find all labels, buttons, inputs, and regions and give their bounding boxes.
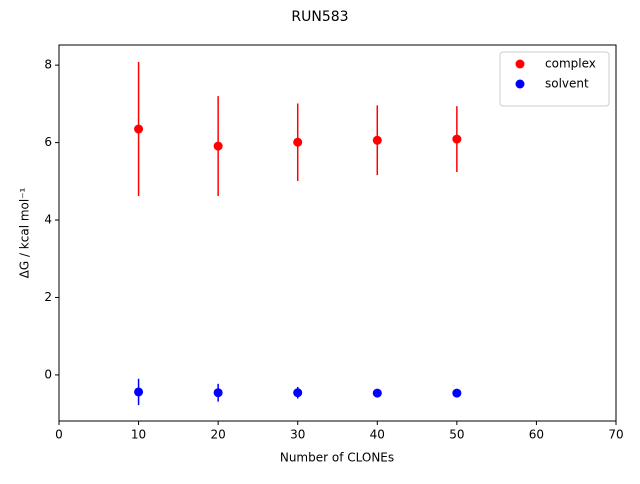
x-tick-label: 60 — [529, 428, 544, 442]
legend-marker — [515, 59, 525, 69]
point — [293, 388, 303, 398]
legend-label: complex — [545, 57, 596, 71]
x-tick-label: 30 — [290, 428, 305, 442]
chart-title: RUN583 — [291, 9, 348, 25]
legend-box — [499, 51, 610, 107]
point — [213, 141, 223, 151]
legend-label: solvent — [545, 77, 589, 91]
point — [372, 388, 382, 398]
y-tick-label: 2 — [44, 290, 52, 304]
point — [134, 387, 144, 397]
y-axis-label: ΔG / kcal mol⁻¹ — [18, 187, 32, 278]
point — [293, 137, 303, 147]
point — [452, 388, 462, 398]
y-tick-label: 8 — [44, 58, 52, 72]
y-tick-label: 4 — [44, 213, 52, 227]
x-axis-label: Number of CLONEs — [280, 451, 394, 465]
y-tick-label: 6 — [44, 135, 52, 149]
point — [452, 134, 462, 144]
x-tick-label: 20 — [211, 428, 226, 442]
y-tick-label: 0 — [44, 367, 52, 381]
point — [372, 135, 382, 145]
x-tick-label: 0 — [55, 428, 63, 442]
plot-frame — [58, 44, 617, 422]
x-tick-label: 70 — [608, 428, 623, 442]
x-tick-label: 50 — [449, 428, 464, 442]
x-tick-label: 40 — [370, 428, 385, 442]
x-tick-label: 10 — [131, 428, 146, 442]
point — [134, 124, 144, 134]
legend-marker — [515, 79, 525, 89]
point — [213, 388, 223, 398]
